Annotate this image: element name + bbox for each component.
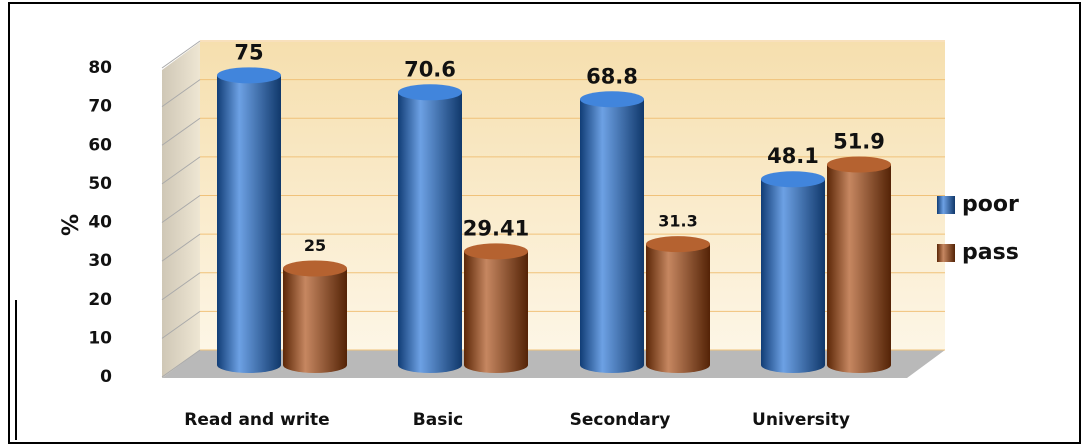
legend-label: pass — [962, 240, 1019, 265]
y-tick-label: 60 — [88, 135, 112, 155]
bar — [283, 268, 347, 373]
grid-line — [161, 117, 201, 146]
bar — [761, 179, 825, 373]
grid-line — [161, 272, 201, 301]
y-tick-label: 40 — [88, 213, 112, 233]
y-tick-label: 30 — [88, 251, 112, 271]
bar-top — [464, 243, 528, 260]
y-tick-label: 70 — [88, 97, 112, 117]
y-tick-label: 10 — [88, 328, 112, 348]
frame — [8, 2, 1081, 444]
grid-line — [161, 310, 201, 339]
y-axis-label: % — [59, 214, 84, 236]
grid-line — [161, 195, 201, 223]
value-label: 70.6 — [404, 57, 456, 81]
side-wall — [162, 42, 200, 378]
bar — [580, 99, 644, 373]
grid-line — [161, 79, 201, 108]
bar — [398, 92, 462, 374]
legend-swatch — [937, 196, 955, 214]
x-tick-label: University — [752, 410, 850, 430]
legend-label: poor — [962, 192, 1019, 217]
bar — [464, 251, 528, 373]
bar — [827, 164, 891, 373]
bar-top — [646, 236, 710, 253]
grid-line — [161, 40, 201, 69]
value-label: 31.3 — [658, 212, 697, 231]
floor — [162, 350, 945, 378]
bar-top — [761, 171, 825, 188]
bar — [217, 75, 281, 373]
value-label: 75 — [234, 40, 263, 64]
grid-line — [161, 233, 201, 262]
value-label: 68.8 — [586, 64, 638, 88]
x-tick-label: Read and write — [184, 410, 329, 430]
y-tick-label: 80 — [88, 58, 112, 78]
grid-line — [161, 349, 201, 378]
bar-top — [827, 156, 891, 173]
bar-top — [398, 84, 462, 101]
x-tick-label: Secondary — [570, 410, 671, 430]
bar-top — [580, 91, 644, 108]
bar — [646, 244, 710, 373]
y-tick-label: 0 — [100, 367, 112, 387]
value-label: 29.41 — [463, 216, 529, 240]
value-label: 25 — [304, 236, 326, 255]
x-tick-label: Basic — [413, 410, 463, 430]
y-tick-label: 20 — [88, 290, 112, 310]
y-tick-label: 50 — [88, 174, 112, 194]
value-label: 51.9 — [833, 130, 885, 154]
bar-top — [283, 260, 347, 277]
legend-swatch — [937, 244, 955, 262]
bar-top — [217, 67, 281, 84]
value-label: 48.1 — [767, 144, 819, 168]
grid-line — [161, 156, 201, 185]
